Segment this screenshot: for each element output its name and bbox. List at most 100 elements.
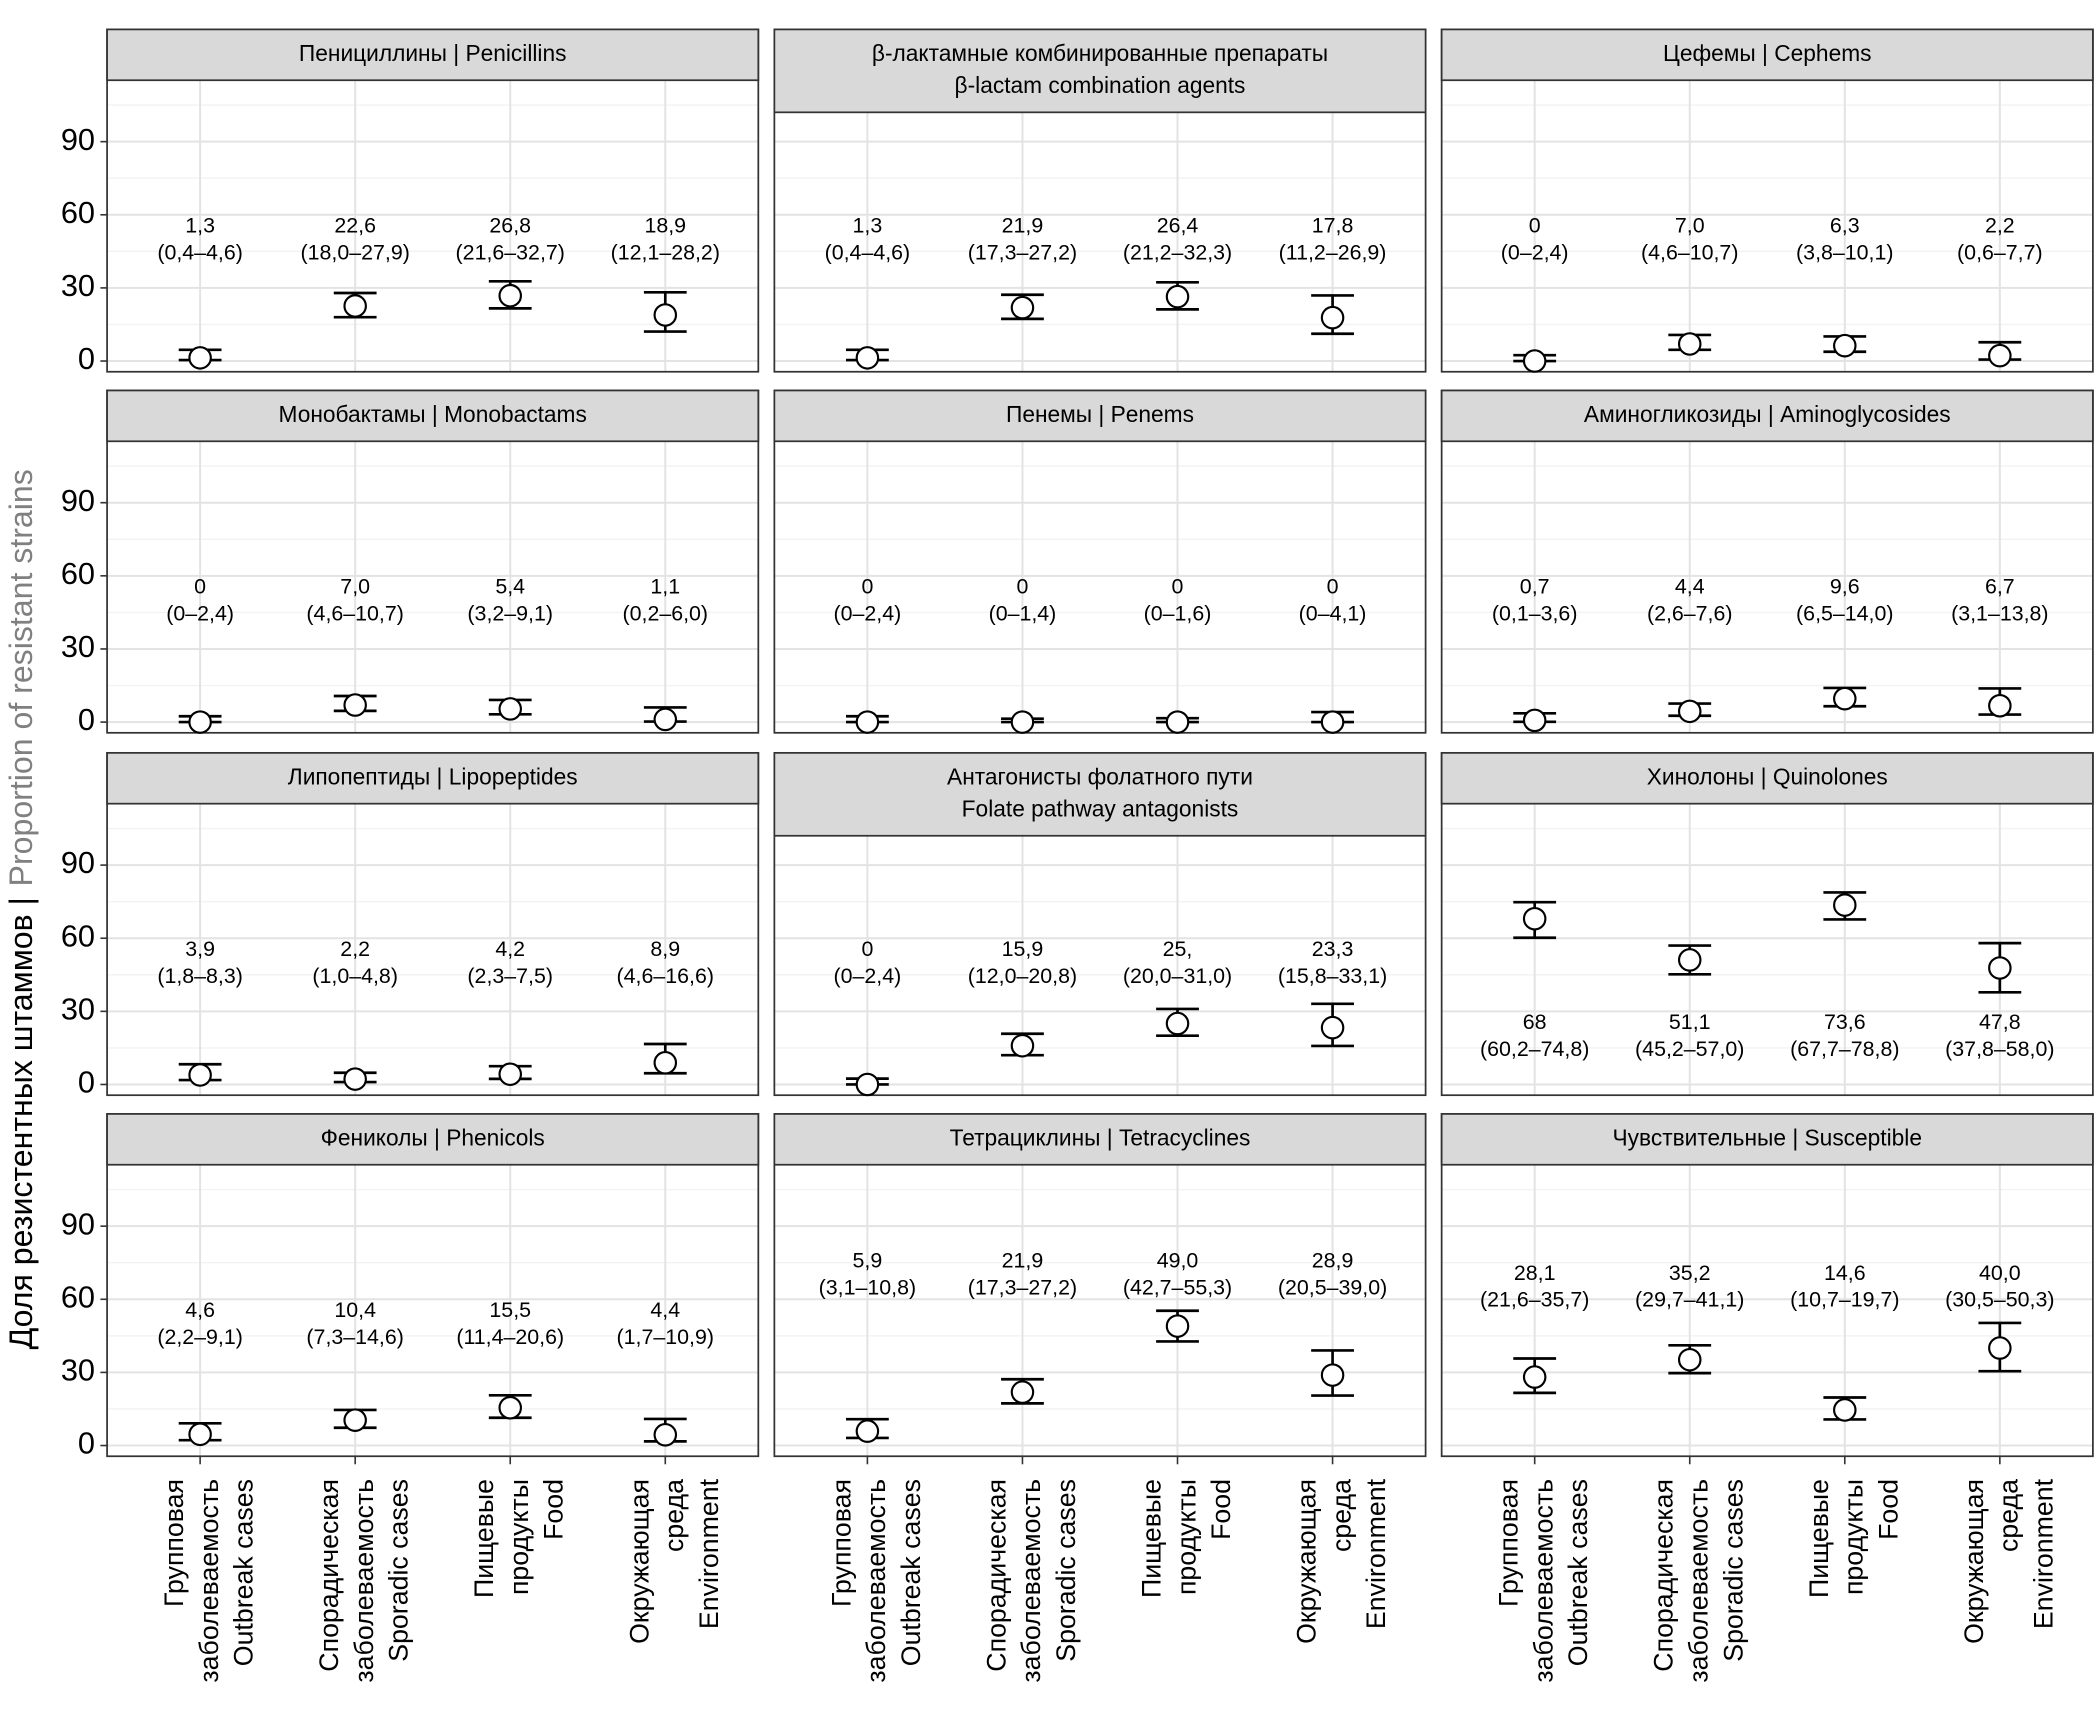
point bbox=[1833, 1398, 1857, 1422]
point bbox=[1988, 956, 2012, 980]
x-tick-label: заболеваемость bbox=[194, 1479, 224, 1683]
ci-label: (15,8–33,1) bbox=[1278, 964, 1387, 988]
panel-title: Антагонисты фолатного пути bbox=[947, 763, 1253, 789]
ci-label: (1,0–4,8) bbox=[312, 964, 398, 988]
point bbox=[1522, 906, 1547, 931]
value-label: 1,1 bbox=[650, 575, 680, 599]
point bbox=[1010, 710, 1035, 734]
x-tick-label: Окружающая bbox=[1292, 1479, 1322, 1644]
ci-label: (37,8–58,0) bbox=[1945, 1037, 2054, 1061]
value-label: 4,6 bbox=[185, 1298, 215, 1322]
value-label: 4,4 bbox=[1675, 575, 1705, 599]
panel-title: Липопептиды | Lipopeptides bbox=[288, 763, 578, 789]
x-tick-label-en: Environment bbox=[694, 1478, 724, 1629]
y-tick-label: 90 bbox=[61, 122, 95, 157]
y-tick-label: 0 bbox=[78, 1426, 95, 1461]
value-label: 35,2 bbox=[1669, 1261, 1711, 1285]
point bbox=[1988, 343, 2012, 368]
ci-label: (18,0–27,9) bbox=[301, 240, 410, 264]
strip bbox=[1440, 28, 2094, 82]
ci-label: (20,5–39,0) bbox=[1278, 1275, 1387, 1299]
x-tick-label: Окружающая bbox=[1959, 1479, 1989, 1644]
ci-label: (4,6–10,7) bbox=[306, 601, 403, 625]
point bbox=[498, 697, 522, 721]
value-label: 6,7 bbox=[1985, 575, 2015, 599]
y-tick-label: 30 bbox=[61, 629, 95, 664]
value-label: 21,9 bbox=[1002, 214, 1044, 238]
ci-label: (42,7–55,3) bbox=[1123, 1275, 1232, 1299]
value-label: 28,1 bbox=[1514, 1261, 1556, 1285]
y-tick-label: 90 bbox=[61, 845, 95, 880]
panel-background bbox=[107, 1113, 759, 1457]
x-tick-label-en: Sporadic cases bbox=[1718, 1479, 1748, 1662]
point bbox=[1677, 948, 1702, 972]
ci-label: (11,4–20,6) bbox=[456, 1325, 564, 1349]
strip bbox=[773, 751, 1427, 837]
y-tick-label: 30 bbox=[61, 1353, 95, 1388]
x-tick-label-en: Outbreak cases bbox=[896, 1479, 926, 1666]
point bbox=[855, 710, 880, 734]
y-tick-label: 90 bbox=[61, 1206, 95, 1241]
x-tick-label-en: Sporadic cases bbox=[1051, 1479, 1081, 1662]
y-axis-title-en: Proportion of resistant strains bbox=[4, 469, 40, 886]
x-tick-label: заболеваемость bbox=[1528, 1479, 1558, 1683]
x-tick-label: продукты bbox=[1839, 1479, 1869, 1595]
point bbox=[1320, 710, 1345, 734]
point bbox=[653, 303, 678, 327]
ci-label: (21,6–35,7) bbox=[1480, 1288, 1589, 1312]
point bbox=[855, 1419, 880, 1443]
ci-label: (3,1–10,8) bbox=[819, 1275, 916, 1299]
value-label: 1,3 bbox=[853, 214, 883, 238]
point bbox=[343, 693, 367, 717]
value-label: 5,9 bbox=[853, 1249, 883, 1273]
y-tick-label: 0 bbox=[78, 1065, 95, 1100]
panel-title: Пенемы | Penems bbox=[1006, 401, 1194, 427]
point bbox=[498, 1062, 522, 1087]
point bbox=[1833, 686, 1857, 711]
value-label: 40,0 bbox=[1979, 1261, 2021, 1285]
value-label: 3,9 bbox=[185, 937, 215, 961]
value-label: 6,3 bbox=[1830, 214, 1860, 238]
ci-label: (7,3–14,6) bbox=[306, 1325, 403, 1349]
panel-title: Пенициллины | Penicillins bbox=[299, 40, 567, 66]
point bbox=[188, 710, 212, 734]
y-tick-label: 60 bbox=[61, 556, 95, 591]
value-label: 18,9 bbox=[644, 214, 686, 238]
value-label: 9,6 bbox=[1830, 575, 1860, 599]
point bbox=[343, 294, 367, 318]
point bbox=[498, 283, 522, 308]
ci-label: (11,2–26,9) bbox=[1279, 240, 1387, 264]
value-label: 1,3 bbox=[185, 214, 215, 238]
value-label: 0 bbox=[1529, 214, 1541, 238]
x-tick-label-en: Outbreak cases bbox=[229, 1479, 259, 1666]
ci-label: (3,2–9,1) bbox=[467, 601, 553, 625]
value-label: 8,9 bbox=[650, 937, 680, 961]
value-label: 22,6 bbox=[334, 214, 376, 238]
x-tick-label: среда bbox=[659, 1479, 689, 1552]
value-label: 0 bbox=[1017, 575, 1029, 599]
value-label: 15,5 bbox=[489, 1298, 531, 1322]
point bbox=[1010, 1033, 1035, 1058]
panel-background bbox=[107, 752, 759, 1096]
y-axis-title: Доля резистентных штаммов | Proportion of… bbox=[4, 469, 40, 1349]
y-tick-label: 0 bbox=[78, 341, 95, 376]
ci-label: (4,6–10,7) bbox=[1641, 240, 1738, 264]
value-label: 7,0 bbox=[340, 575, 370, 599]
panel-background bbox=[1441, 390, 2093, 733]
x-tick-label: Спорадическая bbox=[1649, 1479, 1679, 1672]
x-tick-label-en: Sporadic cases bbox=[384, 1479, 414, 1662]
x-tick-label: заболеваемость bbox=[1016, 1479, 1046, 1683]
value-label: 23,3 bbox=[1312, 937, 1354, 961]
point bbox=[188, 346, 212, 370]
ci-label: (0,6–7,7) bbox=[1957, 240, 2043, 264]
strip bbox=[1440, 751, 2094, 805]
point bbox=[855, 346, 880, 370]
value-label: 49,0 bbox=[1157, 1249, 1199, 1273]
x-tick-label-en: Environment bbox=[2028, 1478, 2058, 1629]
panel-title: Фениколы | Phenicols bbox=[321, 1124, 545, 1150]
panel-title: Хинолоны | Quinolones bbox=[1647, 763, 1888, 789]
value-label: 2,2 bbox=[340, 937, 370, 961]
x-tick-label-en: Environment bbox=[1361, 1478, 1391, 1629]
point bbox=[1988, 1336, 2012, 1360]
ci-label: (0,4–4,6) bbox=[825, 240, 911, 264]
